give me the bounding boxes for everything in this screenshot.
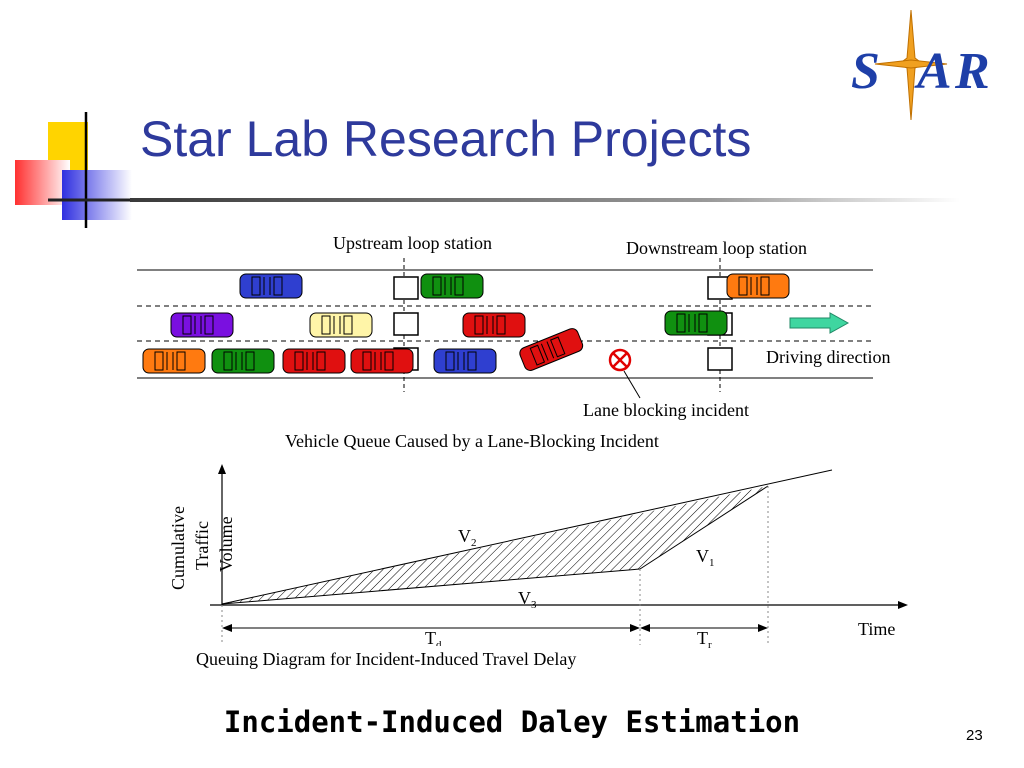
car-red [350,348,414,374]
incident-icon [608,348,632,372]
caption-backdrop [192,646,680,670]
car-red-merging [517,326,585,373]
y-label-line-2: Traffic [192,521,212,570]
car-blue [239,273,303,299]
car-yellow [309,312,373,338]
page-title: Star Lab Research Projects [140,111,752,167]
car-orange [726,273,790,299]
car-purple [170,312,234,338]
incident-pointer [623,370,641,399]
tr-arrowhead [758,624,768,632]
title-rule [130,198,960,202]
x-axis-label: Time [858,619,895,639]
car-red [282,348,346,374]
page-number: 23 [966,727,983,744]
y-label-line-1: Cumulative [168,506,188,590]
td-arrowhead [630,624,640,632]
star-lab-logo: S A R [851,9,990,121]
downstream-station-label: Downstream loop station [626,238,807,258]
logo-letter-r: R [954,43,990,100]
car-green [664,310,728,336]
red-square [15,160,70,205]
star-icon [874,9,948,121]
driving-direction-arrow-icon [789,312,850,334]
queuing-diagram: Cumulative Traffic Volume V2 V1 V3 Td Tr… [168,464,908,670]
car-green [211,348,275,374]
loop-detector [393,276,419,300]
v3-line [221,568,641,605]
queue-diagram-caption: Queuing Diagram for Incident-Induced Tra… [196,649,576,669]
tr-arrowhead [640,624,650,632]
slide-subtitle: Incident-Induced Daley Estimation [223,705,801,739]
td-arrowhead [222,624,232,632]
tr-label: Tr [697,628,712,651]
logo-letter-a: A [914,43,952,100]
x-axis-arrowhead [898,601,908,609]
incident-label: Lane blocking incident [583,400,749,420]
y-axis-arrowhead [218,464,226,474]
v1-line [639,485,769,570]
car-red [462,312,526,338]
car-orange [142,348,206,374]
car-green [420,273,484,299]
v1-label: V1 [696,546,715,569]
loop-detector [707,347,733,371]
v2-line [221,469,833,605]
v2-label: V2 [458,526,477,549]
y-label-line-3: Volume [216,516,236,572]
traffic-queue-diagram: Upstream loop station Downstream loop st… [137,233,890,451]
corner-decoration [15,112,140,228]
driving-direction-label: Driving direction [766,347,890,367]
td-label: Td [425,628,442,651]
logo-letter-s: S [851,43,880,100]
loop-detector [393,312,419,336]
car-blue [433,348,497,374]
v3-label: V3 [518,588,537,611]
blue-square [62,170,132,220]
traffic-diagram-caption: Vehicle Queue Caused by a Lane-Blocking … [285,431,659,451]
upstream-station-label: Upstream loop station [333,233,492,253]
